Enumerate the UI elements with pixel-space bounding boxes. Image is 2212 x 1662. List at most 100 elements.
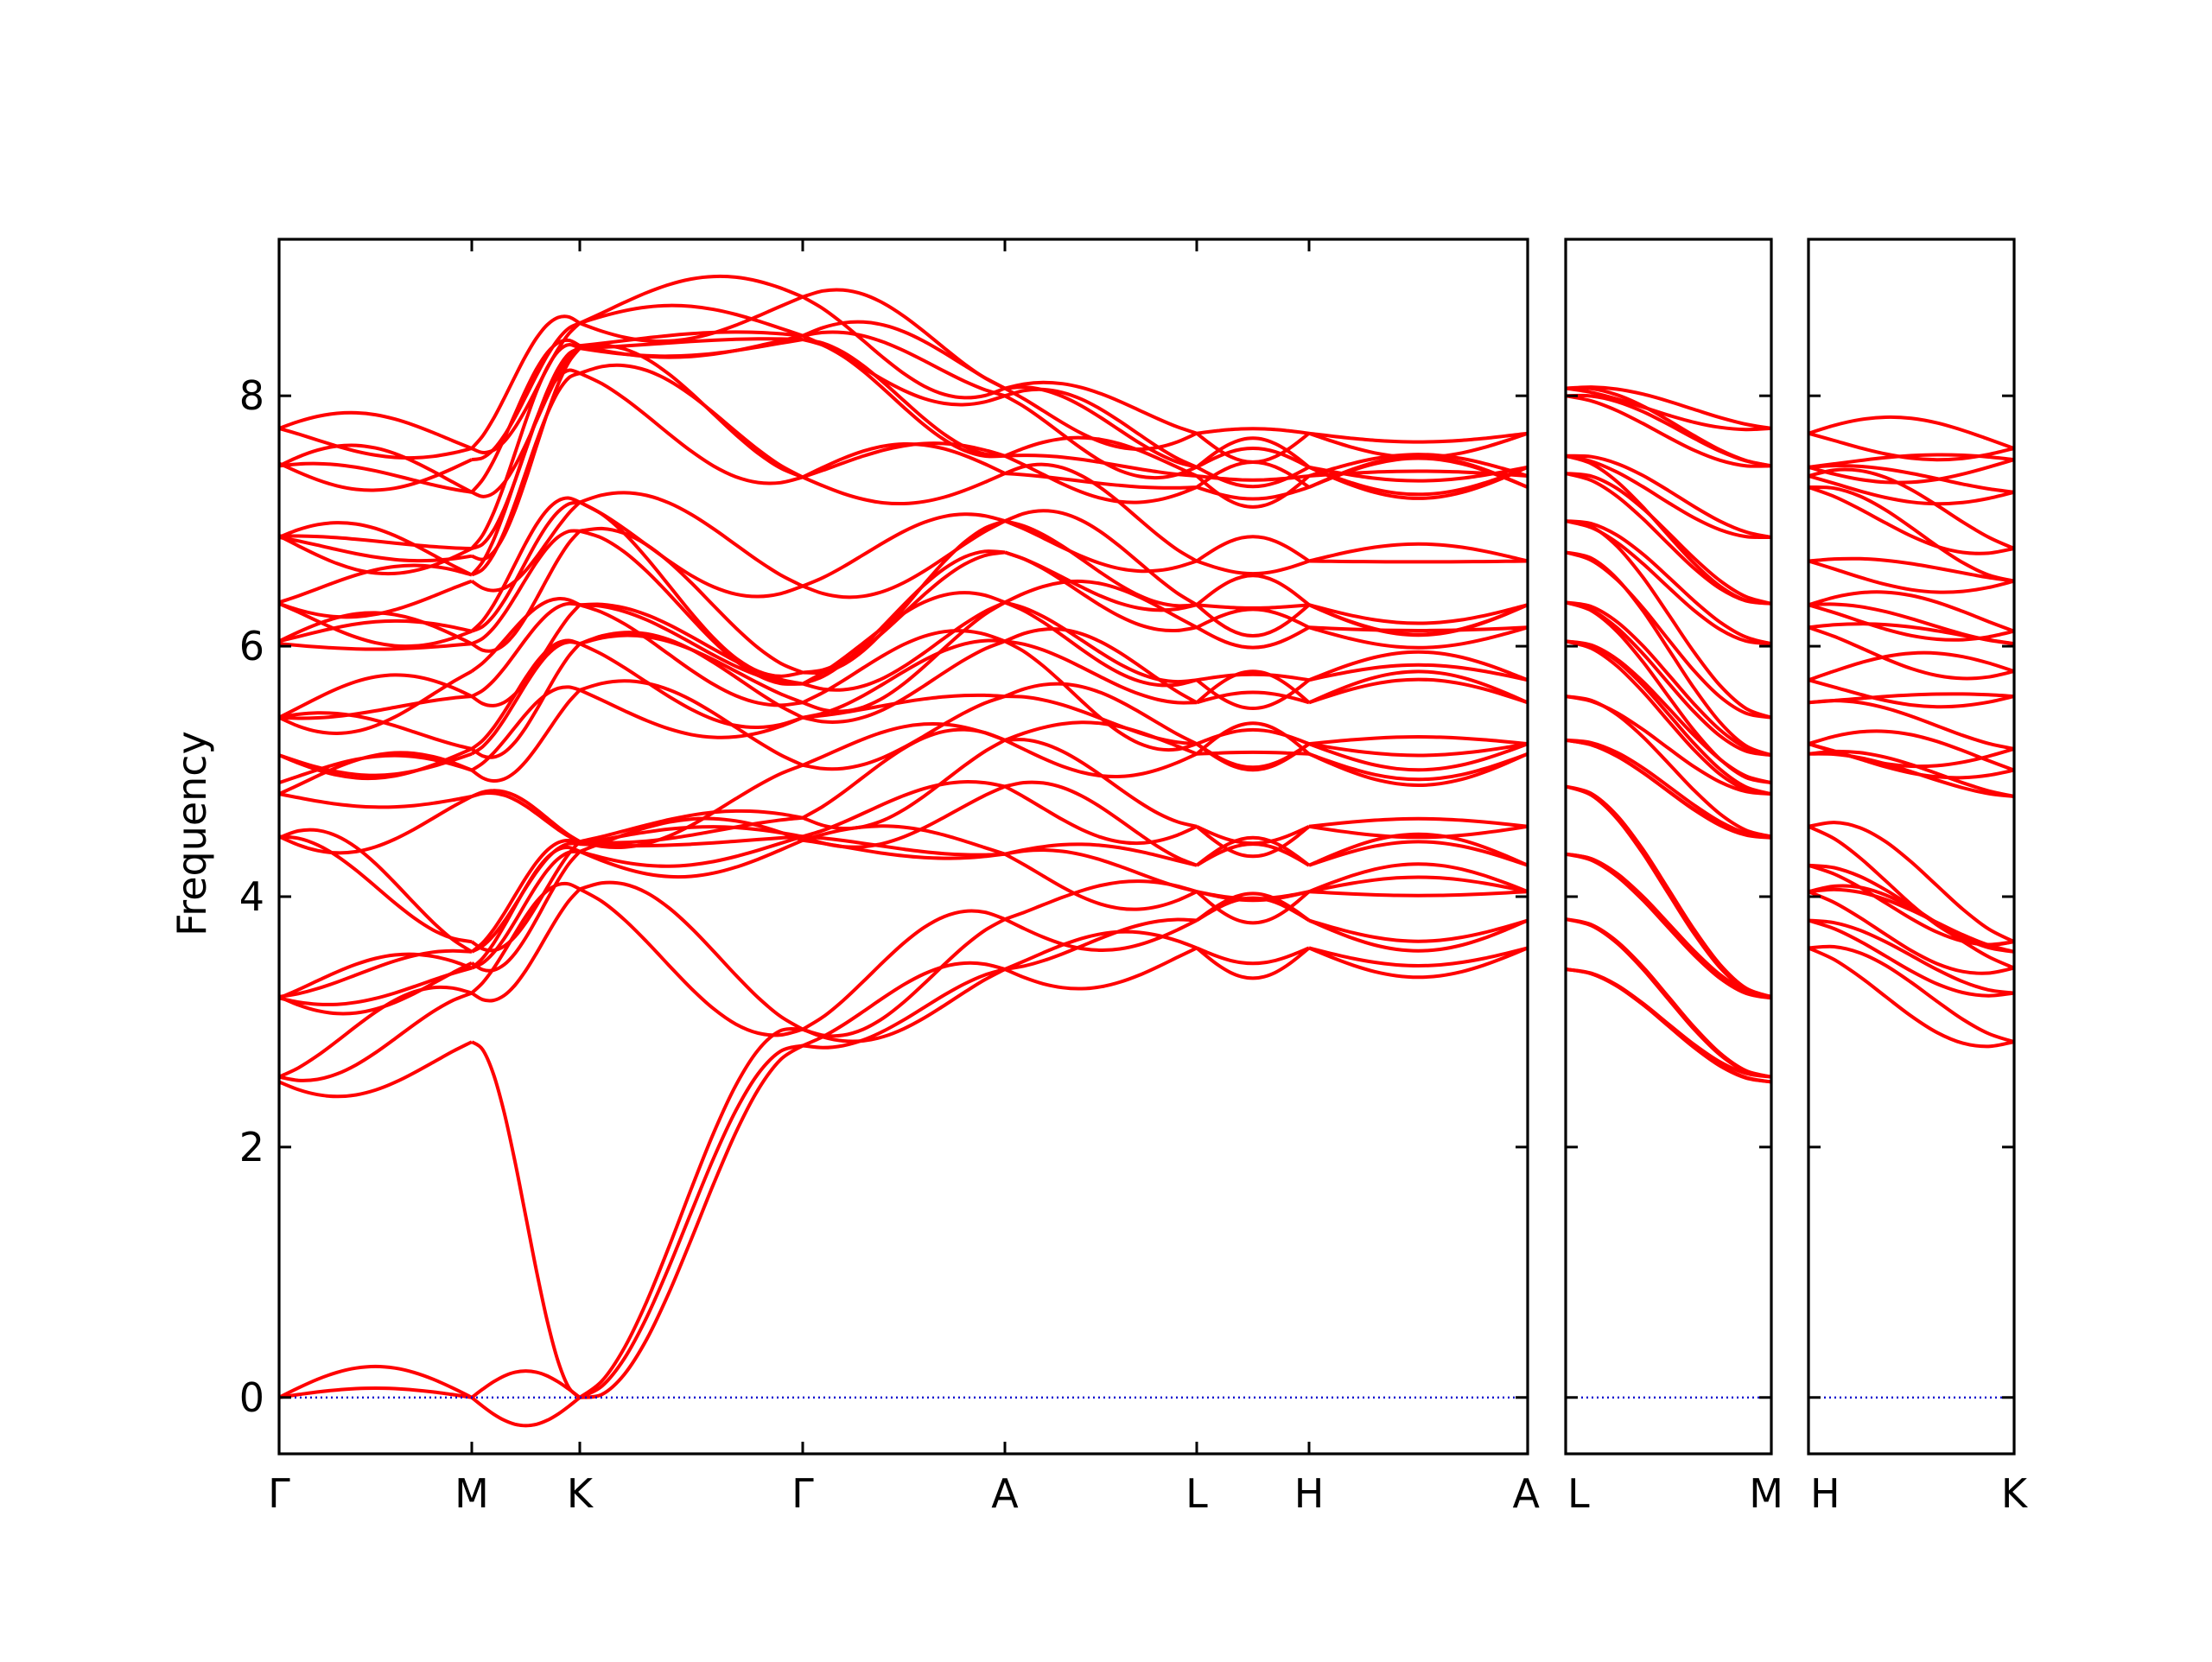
band-line <box>1195 436 1311 469</box>
band-line <box>1308 669 1529 705</box>
band-line <box>1808 887 2015 954</box>
band-line <box>1196 946 1310 966</box>
band-line <box>1004 848 1198 894</box>
x-tick-label: L <box>1567 1470 1590 1517</box>
band-line <box>1808 415 2015 450</box>
band-line <box>579 838 804 879</box>
band-line <box>1004 917 1198 953</box>
band-line <box>1308 465 1529 483</box>
band-line <box>1565 454 1772 540</box>
band-line <box>1195 669 1311 704</box>
band-line <box>278 985 473 1079</box>
band-line <box>579 887 804 1037</box>
band-line <box>579 337 804 351</box>
band-line <box>579 295 804 344</box>
band-line <box>278 534 473 576</box>
band-line <box>470 314 582 450</box>
panel-frame <box>1807 238 2016 1456</box>
band-line <box>801 909 1006 1031</box>
band-line <box>1004 739 1198 779</box>
band-line <box>1004 917 1198 971</box>
band-line <box>1565 519 1772 646</box>
band-line <box>1808 944 2015 1044</box>
band-line <box>802 780 1006 839</box>
band-line <box>1004 519 1198 608</box>
x-tick-label: H <box>1810 1470 1840 1517</box>
band-line <box>1308 603 1529 625</box>
band-line <box>802 629 1006 705</box>
panel-frames-layer <box>277 238 2016 1456</box>
band-line <box>278 747 473 781</box>
band-line <box>1808 821 2015 943</box>
band-line <box>1004 784 1198 846</box>
band-line <box>1004 385 1198 469</box>
band-line <box>1308 431 1529 444</box>
band-line <box>278 458 473 492</box>
band-line <box>579 330 804 348</box>
x-tick-label: M <box>454 1470 489 1517</box>
band-line <box>278 752 473 777</box>
band-line <box>1808 890 2015 975</box>
band-line <box>278 834 473 944</box>
band-line <box>802 441 1006 479</box>
band-line <box>802 727 1006 820</box>
band-line <box>802 519 1006 676</box>
band-line <box>579 633 804 705</box>
band-line <box>278 579 473 619</box>
band-line <box>278 948 473 999</box>
band-line <box>470 640 581 756</box>
band-line <box>1808 467 2015 550</box>
band-line <box>278 711 473 751</box>
band-line <box>1004 394 1198 480</box>
band-line <box>278 952 473 1000</box>
band-line <box>579 763 804 850</box>
band-line <box>579 834 804 848</box>
band-line <box>1565 600 1772 758</box>
x-tick-label: Γ <box>268 1470 290 1517</box>
band-line <box>471 789 581 843</box>
band-line <box>802 441 1006 479</box>
band-line <box>1004 600 1198 688</box>
band-line <box>1308 453 1529 478</box>
band-line <box>470 840 582 953</box>
band-line <box>1308 431 1529 460</box>
band-line <box>1565 852 1772 999</box>
band-line <box>471 321 582 454</box>
band-line <box>579 303 804 338</box>
band-line <box>278 1386 473 1399</box>
x-tick-label: K <box>2001 1470 2029 1517</box>
band-line <box>802 338 1006 458</box>
y-axis-label: Frequency <box>168 731 215 936</box>
band-line <box>1565 917 1772 1079</box>
band-line <box>1808 556 2015 583</box>
band-line <box>470 642 582 759</box>
band-line <box>1565 519 1772 646</box>
band-line <box>1565 695 1772 796</box>
band-line <box>1196 466 1310 489</box>
band-line <box>1808 692 2015 705</box>
band-line <box>579 526 804 675</box>
band-line <box>1308 840 1529 867</box>
band-line <box>1196 890 1310 901</box>
band-line <box>1565 394 1772 468</box>
band-line <box>1808 699 2015 751</box>
band-line <box>1308 677 1529 705</box>
panel-frame <box>277 238 1529 1456</box>
band-line <box>579 274 804 325</box>
band-line <box>278 795 473 855</box>
band-line <box>1195 574 1311 606</box>
band-line <box>278 828 474 954</box>
band-line <box>1195 835 1311 867</box>
band-line <box>278 753 473 784</box>
band-line <box>470 638 581 751</box>
band-line <box>1196 427 1310 435</box>
band-line <box>1565 600 1772 758</box>
band-line <box>1808 485 2015 555</box>
band-line <box>1308 918 1529 953</box>
band-line <box>1808 742 2015 780</box>
band-line <box>278 410 473 450</box>
band-line <box>1808 650 2015 682</box>
band-line <box>1808 918 2015 995</box>
band-line <box>1004 842 1198 867</box>
